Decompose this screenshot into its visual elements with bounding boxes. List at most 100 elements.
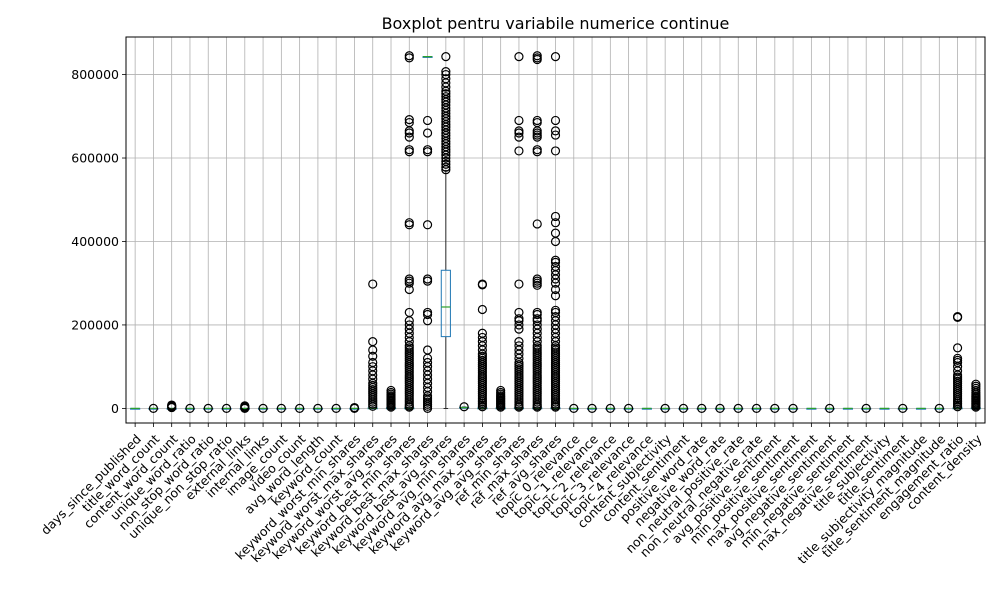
flier-point — [514, 341, 524, 351]
box-keyword_avg_min_shares — [459, 402, 470, 412]
flier-point — [441, 89, 451, 99]
box-keyword_count — [331, 403, 342, 413]
box-keyword_best_max_shares — [422, 56, 433, 413]
box-unique_word_ratio — [184, 403, 196, 413]
flier-point — [477, 332, 487, 343]
flier-point — [532, 145, 542, 155]
flier-point — [550, 228, 561, 238]
y-tick-label: 400000 — [71, 234, 119, 249]
flier-point — [514, 132, 524, 142]
flier-point — [861, 403, 871, 413]
flier-point — [514, 314, 524, 324]
flier-point — [477, 328, 487, 338]
flier-point — [404, 218, 414, 228]
flier-point — [313, 403, 323, 413]
flier-point — [825, 403, 835, 413]
flier-point — [368, 279, 378, 289]
box-topic_2_relevance — [605, 403, 616, 413]
flier-point — [514, 337, 524, 347]
flier-point — [404, 132, 414, 142]
box-keyword_worst_max_shares — [367, 279, 378, 411]
flier-point — [276, 403, 286, 413]
flier-point — [422, 145, 433, 155]
flier-point — [514, 115, 524, 126]
flier-point — [404, 117, 414, 128]
flier-point — [550, 218, 561, 228]
flier-point — [258, 403, 268, 413]
flier-point — [971, 379, 981, 389]
box-avg_word_length — [312, 403, 323, 413]
flier-point — [368, 351, 378, 361]
x-axis: days_since_publishedtitle_word_countcont… — [38, 423, 985, 567]
flier-point — [550, 291, 561, 301]
box-keyword_avg_max_shares — [477, 279, 488, 412]
box-content_density — [970, 379, 981, 412]
flier-point — [587, 403, 597, 413]
flier-point — [550, 130, 561, 140]
box-topic_3_relevance — [623, 403, 634, 413]
flier-point — [532, 314, 542, 324]
flier-point — [550, 146, 561, 156]
flier-point — [422, 220, 433, 230]
box-keyword_best_avg_shares — [440, 52, 451, 409]
box-external_links — [239, 401, 250, 413]
flier-point — [404, 51, 414, 61]
flier-point — [678, 403, 689, 413]
flier-point — [496, 385, 506, 396]
flier-point — [550, 255, 561, 265]
box-engagement_ratio — [952, 311, 963, 412]
flier-point — [532, 274, 542, 284]
flier-point — [295, 403, 305, 413]
flier-point — [441, 156, 451, 166]
box-title_word_count — [148, 403, 159, 413]
box-topic_1_relevance — [586, 403, 598, 413]
flier-point — [441, 52, 451, 62]
flier-point — [532, 320, 542, 330]
flier-point — [514, 307, 524, 318]
flier-point — [441, 159, 451, 169]
flier-point — [550, 261, 561, 272]
flier-point — [203, 403, 213, 413]
flier-point — [477, 304, 487, 315]
flier-point — [441, 69, 451, 80]
box-topic_0_relevance — [568, 403, 579, 413]
y-tick-label: 600000 — [71, 151, 119, 166]
box-non_neutral_negative_rate — [751, 403, 762, 413]
boxes-layer — [130, 51, 981, 413]
flier-point — [240, 401, 250, 411]
flier-point — [221, 403, 232, 413]
flier-point — [550, 115, 561, 126]
flier-point — [550, 284, 561, 295]
box-title_sentiment — [897, 403, 908, 413]
flier-point — [514, 126, 524, 136]
flier-point — [477, 279, 487, 289]
flier-point — [167, 400, 177, 410]
flier-point — [404, 145, 414, 155]
flier-point — [422, 274, 433, 284]
flier-point — [422, 345, 433, 355]
flier-point — [404, 307, 414, 318]
flier-point — [934, 403, 944, 413]
flier-point — [733, 403, 743, 413]
box-max_negative_sentiment — [861, 403, 872, 413]
flier-point — [550, 52, 561, 62]
flier-point — [532, 307, 542, 318]
box-content_subjectivity — [660, 403, 671, 413]
flier-point — [550, 305, 561, 315]
flier-point — [404, 115, 414, 125]
flier-point — [514, 146, 524, 156]
box-keyword_worst_avg_shares — [385, 385, 397, 412]
box-title_sentiment_magnitude — [934, 403, 945, 413]
flier-point — [368, 337, 378, 347]
flier-point — [532, 219, 542, 229]
flier-point — [404, 320, 414, 330]
box-days_since_published — [130, 407, 141, 410]
flier-point — [441, 92, 451, 102]
flier-point — [532, 51, 542, 61]
flier-point — [550, 211, 561, 222]
flier-point — [952, 311, 963, 322]
flier-point — [441, 74, 451, 84]
box-ref_avg_shares — [550, 52, 561, 412]
flier-point — [514, 52, 524, 62]
box-keyword_worst_min_shares — [349, 402, 360, 413]
